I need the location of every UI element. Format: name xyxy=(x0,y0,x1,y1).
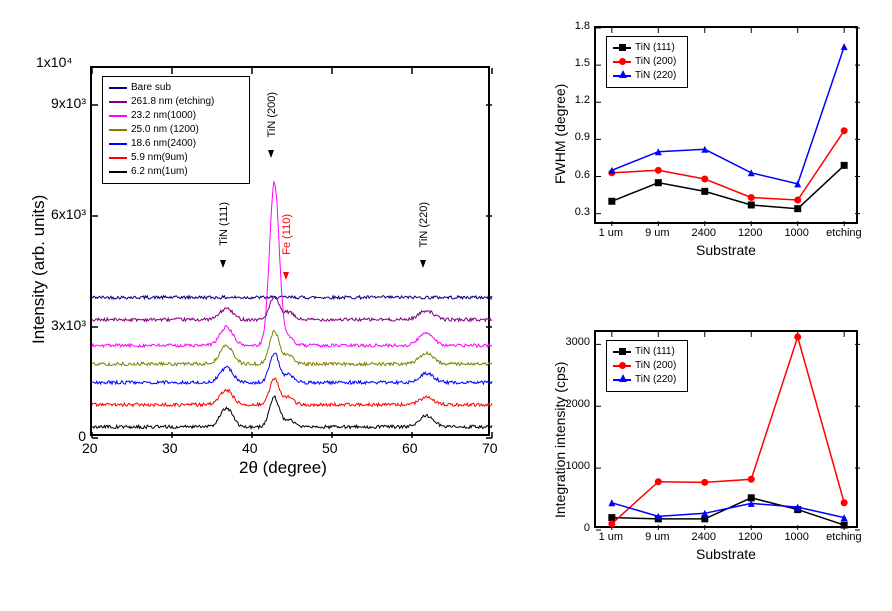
legend-row: 6.2 nm(1um) xyxy=(109,165,243,179)
peak-arrow-icon xyxy=(283,272,289,280)
peak-label: TiN (200) xyxy=(266,92,278,137)
legend-row: TiN (111) xyxy=(613,41,681,55)
legend-row: 261.8 nm (etching) xyxy=(109,95,243,109)
intint-ylabel: Integration intensity (cps) xyxy=(552,362,568,518)
xrd-xlabel: 2θ (degree) xyxy=(239,458,327,478)
peak-arrow-icon xyxy=(220,260,226,268)
fwhm-legend: TiN (111)TiN (200)TiN (220) xyxy=(606,36,688,88)
legend-row: Bare sub xyxy=(109,81,243,95)
peak-arrow-icon xyxy=(420,260,426,268)
peak-label: Fe (110) xyxy=(281,214,293,255)
legend-row: 25.0 nm (1200) xyxy=(109,123,243,137)
legend-row: 5.9 nm(9um) xyxy=(109,151,243,165)
legend-row: TiN (200) xyxy=(613,359,681,373)
fwhm-panel: FWHM (degree) Substrate TiN (111)TiN (20… xyxy=(536,14,871,276)
peak-label: TiN (111) xyxy=(218,202,230,246)
legend-row: TiN (111) xyxy=(613,345,681,359)
legend-row: 23.2 nm(1000) xyxy=(109,109,243,123)
legend-row: TiN (220) xyxy=(613,69,681,83)
legend-row: 18.6 nm(2400) xyxy=(109,137,243,151)
intint-xlabel: Substrate xyxy=(696,546,756,562)
peak-label: TiN (220) xyxy=(418,202,430,247)
fwhm-xlabel: Substrate xyxy=(696,242,756,258)
intint-panel: Integration intensity (cps) Substrate Ti… xyxy=(536,318,871,580)
xrd-panel: Intensity (arb. units) 2θ (degree) Bare … xyxy=(14,44,510,500)
legend-row: TiN (200) xyxy=(613,55,681,69)
peak-arrow-icon xyxy=(268,150,274,158)
intint-legend: TiN (111)TiN (200)TiN (220) xyxy=(606,340,688,392)
xrd-legend: Bare sub261.8 nm (etching)23.2 nm(1000)2… xyxy=(102,76,250,184)
legend-row: TiN (220) xyxy=(613,373,681,387)
